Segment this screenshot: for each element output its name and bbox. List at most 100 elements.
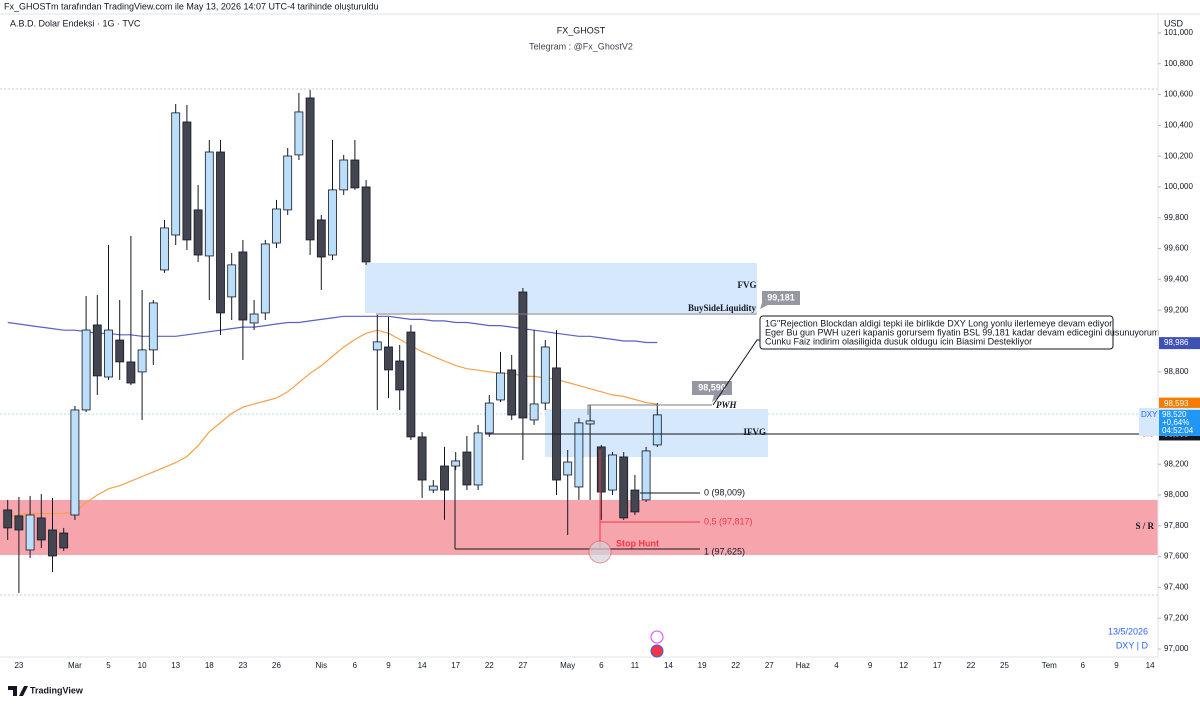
candle-body xyxy=(238,251,248,321)
candle-body xyxy=(160,227,169,271)
callout xyxy=(760,291,800,309)
candle-body xyxy=(585,420,595,425)
candle-body xyxy=(3,509,13,529)
stop-hunt-label: Stop Hunt xyxy=(616,538,659,548)
candle-body xyxy=(451,460,461,467)
x-tick-label: 22 xyxy=(731,661,740,670)
x-tick-label: 19 xyxy=(698,661,707,670)
candle-body xyxy=(417,436,427,481)
x-tick-label: 14 xyxy=(664,661,673,670)
candle-body xyxy=(440,465,449,491)
y-tick-label: 100,000 xyxy=(1164,182,1193,191)
candle-body xyxy=(484,402,494,434)
created-by: Fx_GHOSTm tarafından TradingView.com ile… xyxy=(4,1,379,11)
candle-body xyxy=(395,360,405,391)
fib-label: 1 (97,625) xyxy=(704,546,745,556)
candle-body xyxy=(272,208,281,244)
x-tick-label: Tem xyxy=(1042,661,1057,670)
candle-body xyxy=(25,514,35,551)
plot xyxy=(3,89,662,593)
candle-body xyxy=(462,451,472,486)
y-tick-label: 100,600 xyxy=(1164,90,1193,99)
ifvg-label: IFVG xyxy=(744,427,767,437)
y-tick-label: 101,000 xyxy=(1164,28,1193,37)
candle-body xyxy=(81,329,91,411)
y-tick-label: 100,200 xyxy=(1164,151,1193,160)
x-tick-label: 11 xyxy=(631,661,640,670)
interval-label: DXY | D xyxy=(1116,640,1149,650)
x-tick-label: 17 xyxy=(933,661,942,670)
y-tick-label: 98,800 xyxy=(1164,367,1189,376)
x-tick-label: 18 xyxy=(205,661,214,670)
brand-logo xyxy=(8,686,28,696)
x-tick-label: May xyxy=(560,661,575,670)
y-tick-label: 98,200 xyxy=(1164,459,1189,468)
sr-zone xyxy=(0,500,1158,555)
candle-body xyxy=(115,339,125,363)
pwh-price: 98,590 xyxy=(698,382,726,392)
candle-body xyxy=(283,155,293,211)
x-tick-label: 23 xyxy=(238,661,247,670)
x-tick-label: 4 xyxy=(834,661,839,670)
candle-body xyxy=(428,485,438,491)
candle-body xyxy=(473,432,483,486)
x-tick-label: Haz xyxy=(796,661,810,670)
candle-body xyxy=(406,331,416,438)
candle-body xyxy=(540,346,550,404)
brand: TradingView xyxy=(30,685,84,695)
candle-body xyxy=(104,329,113,378)
y-tick-label: 100,400 xyxy=(1164,120,1193,129)
last-price: 98,520 xyxy=(1162,410,1187,419)
note-line: 1G"Rejection Blockdan aldigi tepki ile b… xyxy=(765,318,1112,328)
x-tick-label: 10 xyxy=(138,661,147,670)
x-tick-label: 13 xyxy=(171,661,180,670)
price-label: 98,593 xyxy=(1164,399,1189,408)
candle-body xyxy=(619,456,629,519)
candle-body xyxy=(148,302,158,351)
title: FX_GHOST xyxy=(557,25,606,35)
pwh-label: PWH xyxy=(716,400,738,410)
bsl-price: 99,181 xyxy=(767,292,795,302)
candle-body xyxy=(608,454,617,491)
candle-body xyxy=(59,532,69,549)
candle-body xyxy=(193,209,203,256)
fib-label: 0 (98,009) xyxy=(704,487,745,497)
last-change: +0,64% xyxy=(1162,418,1189,427)
indicator-line xyxy=(7,315,658,344)
candle-body xyxy=(596,446,606,493)
x-tick-label: 6 xyxy=(599,661,604,670)
candle-body xyxy=(496,372,505,401)
x-tick-label: 12 xyxy=(899,661,908,670)
y-tick-label: 99,200 xyxy=(1164,305,1189,314)
candle-body xyxy=(574,422,584,488)
x-tick-label: 6 xyxy=(1081,661,1086,670)
candle-body xyxy=(126,361,136,384)
candle-body xyxy=(552,367,561,481)
candle-body xyxy=(518,291,528,419)
candle-body xyxy=(36,517,46,541)
x-tick-label: 27 xyxy=(765,661,774,670)
candle-body xyxy=(171,112,181,236)
note-box xyxy=(759,315,1114,350)
candle-body xyxy=(563,461,573,476)
candle-body xyxy=(260,243,270,314)
last-symbol: DXY xyxy=(1141,410,1158,419)
y-tick-label: 97,400 xyxy=(1164,582,1189,591)
note-line: Eger Bu gun PWH uzeri kapanis gorursem f… xyxy=(765,327,1159,337)
price-label-box xyxy=(1159,337,1200,350)
candle-body xyxy=(227,264,237,298)
x-tick-label: 25 xyxy=(1000,661,1009,670)
candle-body xyxy=(14,515,24,531)
candle-body xyxy=(350,159,360,189)
candle-body xyxy=(182,121,192,241)
currency: USD xyxy=(1164,18,1184,28)
note-line: Cunku Faiz indirim olasiligida dusuk old… xyxy=(765,336,1032,346)
candle-body xyxy=(529,403,539,421)
x-tick-label: 9 xyxy=(868,661,873,670)
candle-body xyxy=(294,111,304,156)
subtitle: Telegram : @Fx_GhostV2 xyxy=(529,41,633,51)
x-tick-label: 5 xyxy=(106,661,111,670)
header: Fx_GHOSTm tarafından TradingView.com ile… xyxy=(4,1,1184,51)
y-tick-label: 100,800 xyxy=(1164,59,1193,68)
